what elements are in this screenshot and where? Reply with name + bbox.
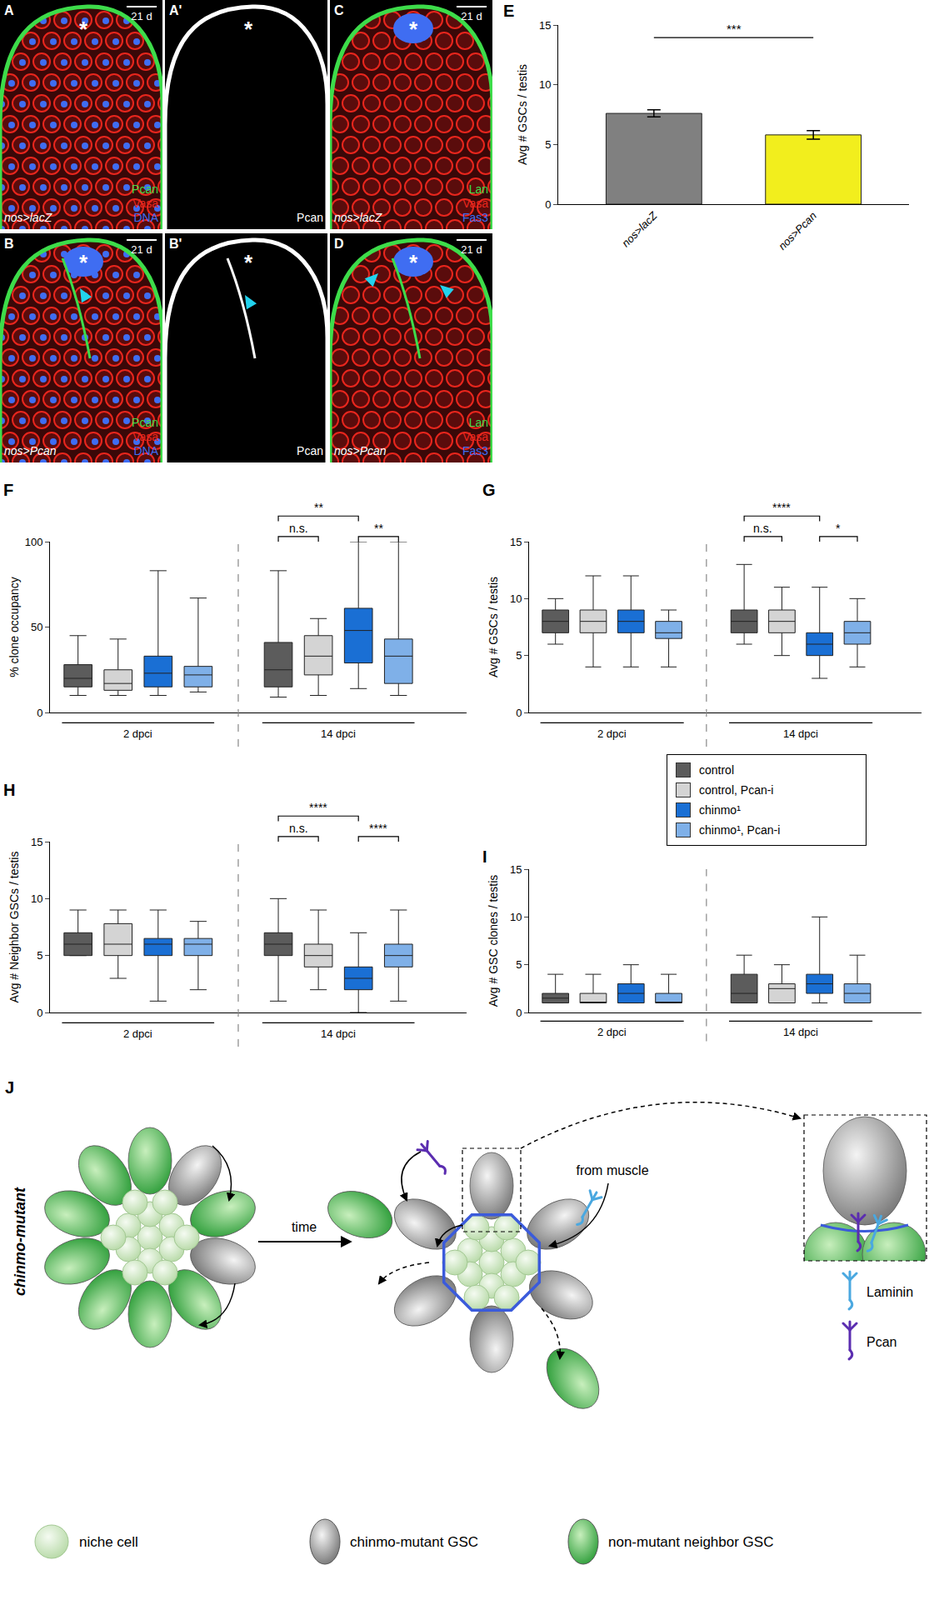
svg-text:Pcan: Pcan [866, 1334, 897, 1349]
svg-text:nos>Pcan: nos>Pcan [775, 209, 820, 253]
svg-text:*: * [244, 249, 254, 275]
svg-text:21 d: 21 d [130, 9, 152, 23]
svg-text:****: **** [369, 821, 388, 835]
html-text:F: F [3, 480, 14, 500]
svg-text:Laminin: Laminin [866, 1284, 914, 1299]
svg-text:21 d: 21 d [460, 9, 482, 23]
svg-text:5: 5 [515, 649, 522, 662]
svg-text:10: 10 [30, 892, 43, 905]
svg-text:10: 10 [509, 592, 522, 605]
svg-text:from muscle: from muscle [575, 1163, 649, 1178]
svg-text:21 d: 21 d [130, 243, 152, 256]
svg-text:nos>lacZ: nos>lacZ [334, 210, 383, 225]
svg-text:2 dpci: 2 dpci [123, 727, 153, 740]
svg-text:DNA: DNA [133, 444, 159, 458]
svg-text:nos>lacZ: nos>lacZ [619, 208, 660, 250]
svg-text:***: *** [726, 21, 742, 36]
svg-text:C: C [334, 3, 345, 18]
svg-text:A: A [4, 3, 15, 18]
svg-text:5: 5 [515, 958, 522, 971]
svg-text:Pcan: Pcan [131, 415, 159, 430]
svg-text:15: 15 [509, 863, 522, 876]
svg-text:50: 50 [30, 620, 43, 634]
svg-text:Avg # Neighbor GSCs / testis: Avg # Neighbor GSCs / testis [7, 851, 21, 1004]
svg-text:14 dpci: 14 dpci [783, 1025, 819, 1039]
svg-text:10: 10 [509, 910, 522, 924]
svg-text:15: 15 [539, 19, 551, 32]
html-text:chinmo¹: chinmo¹ [699, 803, 741, 817]
svg-text:Avg # GSC clones / testis: Avg # GSC clones / testis [486, 874, 500, 1007]
svg-text:21 d: 21 d [460, 243, 482, 256]
svg-text:0: 0 [515, 1006, 522, 1019]
svg-text:2 dpci: 2 dpci [597, 727, 627, 740]
svg-text:A': A' [169, 3, 182, 18]
svg-text:10: 10 [539, 78, 551, 91]
svg-text:B': B' [169, 236, 182, 251]
svg-text:****: **** [309, 800, 328, 815]
svg-text:DNA: DNA [133, 210, 159, 225]
svg-text:non-mutant neighbor GSC: non-mutant neighbor GSC [608, 1533, 774, 1550]
html-text:G: G [482, 480, 496, 500]
svg-text:14 dpci: 14 dpci [783, 727, 819, 740]
svg-text:Pcan: Pcan [296, 210, 324, 225]
svg-text:D: D [334, 236, 345, 251]
svg-text:*: * [409, 16, 419, 42]
svg-text:**: ** [314, 500, 324, 515]
svg-text:Vasa: Vasa [132, 196, 159, 210]
svg-text:14 dpci: 14 dpci [320, 727, 356, 740]
svg-text:Fas3: Fas3 [462, 210, 489, 225]
svg-text:n.s.: n.s. [289, 821, 309, 835]
svg-text:nos>Pcan: nos>Pcan [4, 444, 57, 458]
svg-text:5: 5 [544, 138, 551, 151]
svg-text:15: 15 [30, 835, 43, 849]
svg-text:niche cell: niche cell [79, 1533, 139, 1550]
svg-text:Vasa: Vasa [132, 429, 159, 444]
svg-text:2 dpci: 2 dpci [597, 1025, 627, 1039]
svg-text:B: B [4, 236, 15, 251]
svg-text:*: * [79, 249, 89, 275]
svg-text:J: J [4, 1078, 15, 1097]
svg-text:Avg # GSCs / testis: Avg # GSCs / testis [486, 576, 500, 678]
svg-text:*: * [79, 16, 89, 42]
svg-text:Lan: Lan [469, 415, 489, 430]
svg-text:chinmo-mutant GSC: chinmo-mutant GSC [349, 1533, 479, 1550]
svg-text:Vasa: Vasa [462, 429, 489, 444]
svg-text:nos>lacZ: nos>lacZ [4, 210, 53, 225]
svg-text:2 dpci: 2 dpci [123, 1027, 153, 1040]
html-text:control, Pcan-i: control, Pcan-i [699, 783, 774, 797]
svg-text:14 dpci: 14 dpci [320, 1027, 356, 1040]
svg-text:Fas3: Fas3 [462, 444, 489, 458]
svg-text:****: **** [772, 500, 791, 515]
svg-text:n.s.: n.s. [289, 521, 309, 535]
html-text:control: control [699, 763, 735, 777]
svg-text:Avg # GSCs / testis: Avg # GSCs / testis [515, 64, 530, 165]
svg-text:*: * [835, 521, 841, 535]
html-text:I: I [482, 847, 488, 866]
svg-text:15: 15 [509, 535, 522, 549]
svg-text:0: 0 [544, 198, 551, 211]
svg-text:time: time [291, 1219, 317, 1234]
svg-text:0: 0 [515, 706, 522, 720]
svg-text:0: 0 [36, 1006, 43, 1019]
svg-text:*: * [244, 16, 254, 42]
html-text:chinmo¹, Pcan-i: chinmo¹, Pcan-i [699, 823, 781, 837]
html-text:H: H [3, 780, 16, 800]
html-text:E: E [503, 1, 515, 20]
svg-text:Pcan: Pcan [131, 182, 159, 196]
svg-text:% clone occupancy: % clone occupancy [7, 576, 21, 678]
svg-text:0: 0 [36, 706, 43, 720]
svg-text:**: ** [374, 521, 384, 535]
svg-text:Lan: Lan [469, 182, 489, 196]
svg-text:5: 5 [36, 948, 43, 962]
svg-text:100: 100 [24, 535, 44, 549]
svg-text:Pcan: Pcan [296, 444, 324, 458]
svg-text:nos>Pcan: nos>Pcan [334, 444, 387, 458]
svg-text:Vasa: Vasa [462, 196, 489, 210]
svg-text:*: * [409, 249, 419, 275]
svg-text:n.s.: n.s. [753, 521, 773, 535]
svg-text:chinmo-mutant: chinmo-mutant [11, 1186, 29, 1296]
